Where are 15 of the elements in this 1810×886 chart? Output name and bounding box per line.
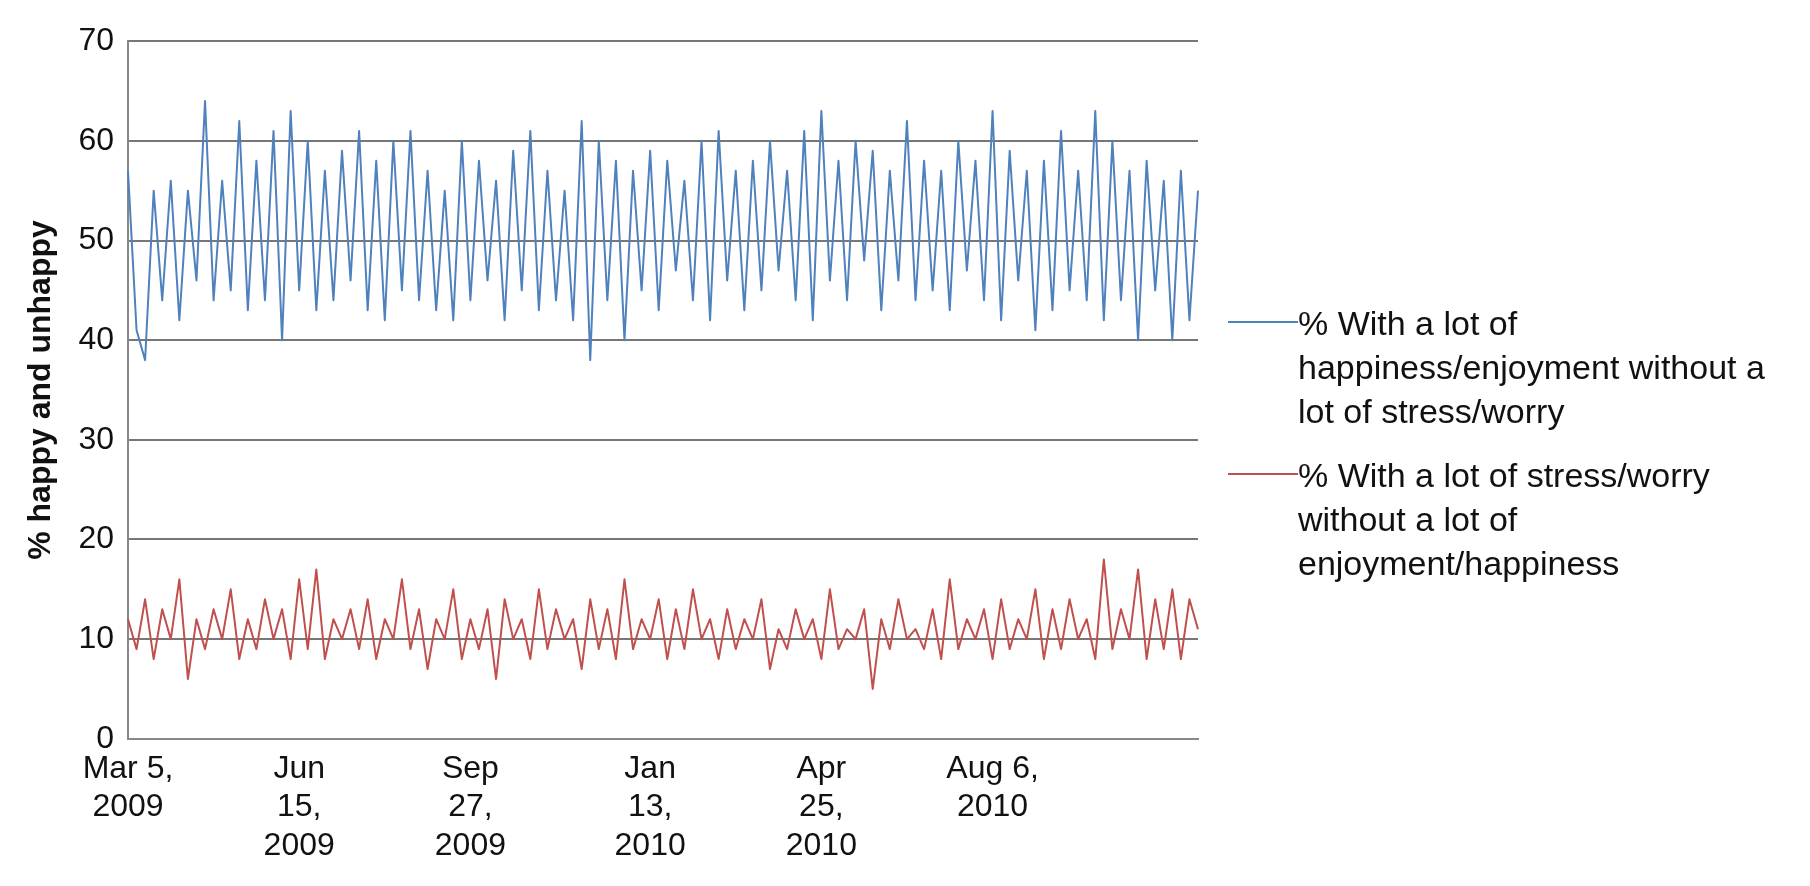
y-tick-label: 40: [78, 320, 114, 356]
x-tick-label: Jun 15, 2009: [263, 748, 335, 862]
legend-label: % With a lot of stress/worry without a lot of enjoyment/happiness: [1298, 455, 1711, 584]
x-tick-label: Sep 27, 2009: [434, 748, 506, 862]
legend-label: % With a lot of happiness/enjoyment without a lot of stress/worry: [1298, 303, 1766, 432]
y-tick-label: 20: [78, 519, 114, 556]
y-tick-label: 70: [78, 21, 114, 58]
y-tick-label: 30: [78, 419, 114, 456]
x-tick-label: Aug 6, 2010: [946, 748, 1039, 824]
y-tick-label: 10: [78, 618, 114, 655]
y-axis-title: % happy and unhappy: [21, 220, 58, 560]
y-tick-label: 50: [78, 220, 114, 257]
y-tick-label: 60: [78, 120, 114, 157]
x-tick-label: Jan 13, 2010: [614, 748, 686, 862]
x-tick-label: Apr 25, 2010: [785, 748, 857, 862]
